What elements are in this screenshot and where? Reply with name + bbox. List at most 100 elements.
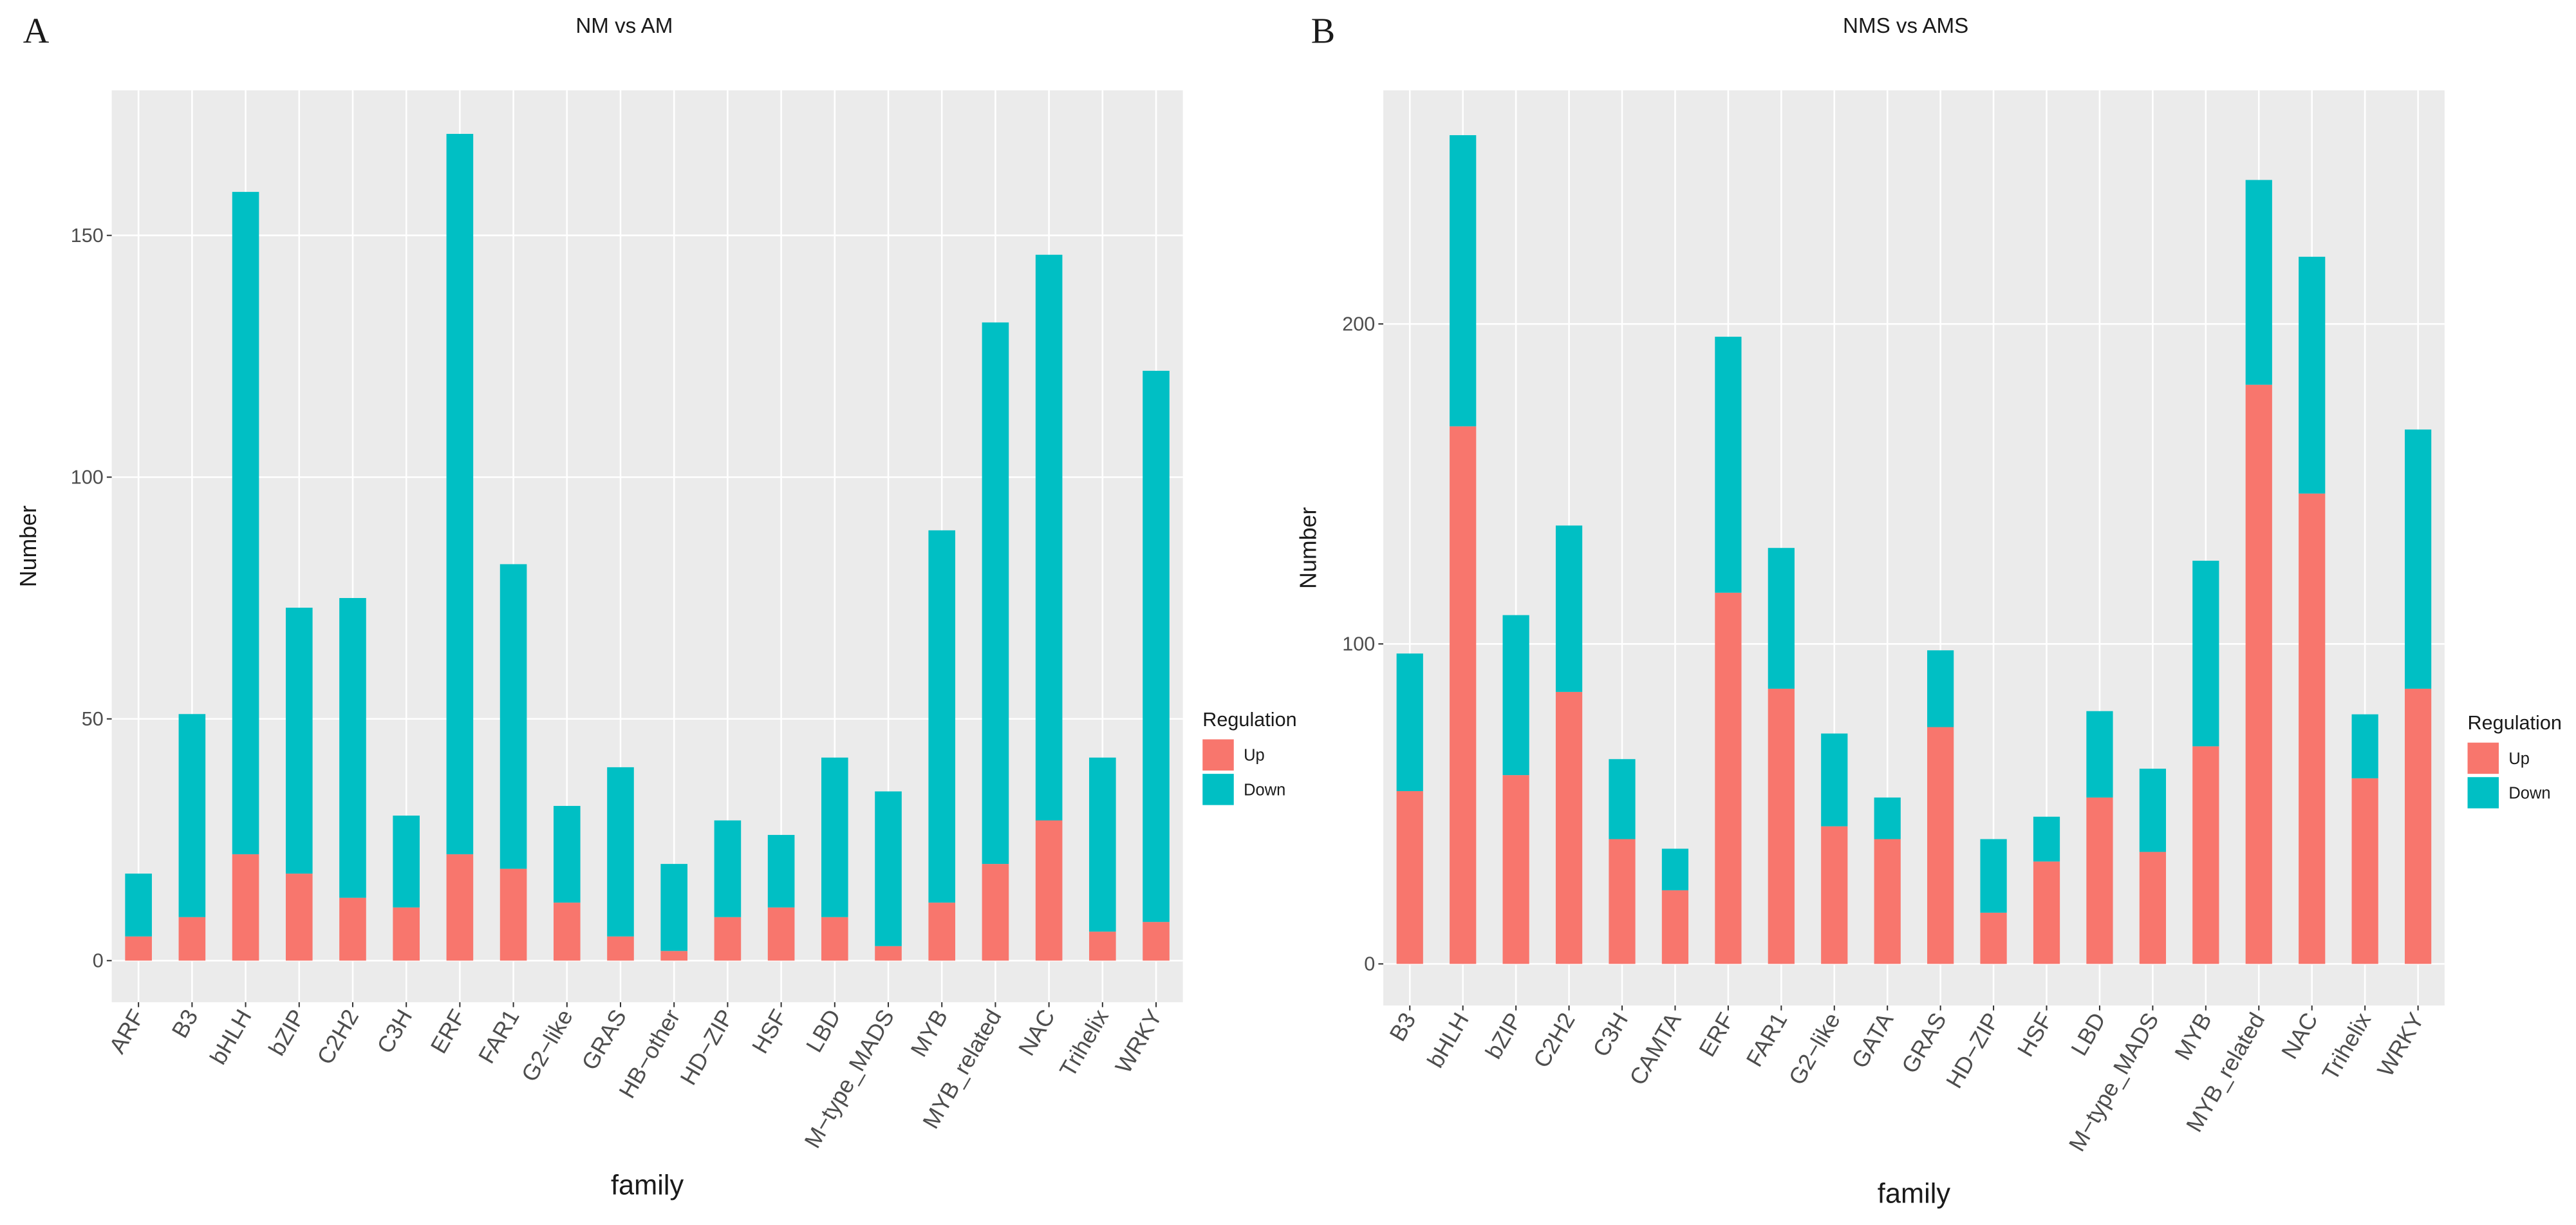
x-tick-label: B3: [167, 1005, 203, 1042]
plot-background: [1383, 90, 2445, 1006]
bar-segment: [875, 791, 902, 946]
y-tick-label: 200: [1342, 313, 1375, 335]
y-tick-label: 100: [71, 466, 104, 488]
bar-segment: [1821, 826, 1848, 964]
bar-segment: [553, 902, 581, 961]
bar-segment: [607, 936, 634, 961]
bar-segment: [982, 322, 1009, 865]
y-axis-title: Number: [15, 505, 41, 587]
x-tick-label: NAC: [1013, 1005, 1059, 1060]
panel-label: A: [23, 11, 50, 51]
bar-segment: [1143, 371, 1170, 922]
x-tick-label: C2H2: [1528, 1008, 1580, 1072]
bar-segment: [2139, 769, 2167, 852]
bar-segment: [660, 951, 688, 961]
chart-title: NM vs AM: [575, 14, 673, 38]
legend-key: [2467, 742, 2499, 774]
x-tick-label: bHLH: [1423, 1008, 1474, 1072]
bar-segment: [178, 714, 206, 917]
bar-segment: [285, 608, 313, 874]
bar-segment: [1768, 548, 1795, 689]
bar-segment: [928, 902, 956, 961]
x-tick-label: MYB: [906, 1005, 953, 1061]
x-tick-label: C2H2: [312, 1005, 364, 1069]
y-tick-label: 0: [93, 950, 104, 972]
x-tick-label: C3H: [372, 1005, 417, 1058]
bar-segment: [1396, 790, 1423, 964]
x-tick-label: bHLH: [205, 1005, 256, 1069]
bar-segment: [1715, 592, 1742, 964]
x-tick-label: C3H: [1588, 1008, 1633, 1061]
plot-background: [111, 90, 1183, 1002]
bar-segment: [2404, 688, 2432, 964]
y-axis-title: Number: [1295, 507, 1321, 589]
x-tick-label: HSF: [747, 1005, 792, 1058]
chart-title: NMS vs AMS: [1843, 14, 1968, 38]
x-tick-label: GRAS: [577, 1005, 631, 1074]
x-tick-label: B3: [1385, 1008, 1421, 1045]
bar-segment: [1715, 337, 1742, 593]
bar-segment: [285, 874, 313, 961]
bar-segment: [1555, 525, 1583, 692]
bar-segment: [1609, 839, 1636, 964]
y-tick-label: 0: [1364, 953, 1375, 975]
legend-key: [2467, 777, 2499, 809]
x-tick-label: FAR1: [1741, 1008, 1792, 1071]
bar-segment: [767, 835, 795, 908]
bar-segment: [2351, 778, 2378, 964]
bar-segment: [1555, 691, 1583, 964]
bar-segment: [393, 815, 420, 908]
bar-segment: [553, 805, 581, 903]
bar-segment: [821, 757, 848, 917]
y-tick-label: 100: [1342, 633, 1375, 655]
x-tick-label: WRKY: [2373, 1008, 2429, 1081]
bar-segment: [1502, 615, 1529, 776]
bar-segment: [1035, 254, 1063, 821]
x-tick-label: NAC: [2277, 1008, 2323, 1063]
bar-segment: [178, 917, 206, 961]
bar-segment: [714, 820, 742, 917]
bar-segment: [1089, 931, 1116, 961]
x-tick-label: G2−like: [1784, 1008, 1845, 1089]
bar-segment: [2086, 797, 2113, 964]
bar-segment: [2033, 816, 2060, 862]
bar-segment: [821, 917, 848, 961]
bar-segment: [1980, 912, 2007, 964]
bar-segment: [1821, 733, 1848, 827]
bar-segment: [767, 907, 795, 961]
bar-segment: [2139, 852, 2167, 964]
x-tick-label: GRAS: [1897, 1008, 1952, 1078]
bar-segment: [2245, 384, 2272, 964]
y-tick-label: 150: [71, 225, 104, 247]
bar-segment: [339, 897, 366, 961]
x-tick-label: bZIP: [264, 1005, 310, 1060]
bar-segment: [125, 874, 152, 937]
bar-segment: [2192, 561, 2219, 747]
bar-segment: [1035, 820, 1063, 961]
bar-segment: [499, 564, 527, 869]
bar-segment: [2086, 711, 2113, 798]
x-tick-label: Trihelix: [1054, 1005, 1114, 1081]
bar-segment: [1874, 839, 1901, 964]
bar-segment: [1502, 775, 1529, 964]
legend-label: Up: [1244, 747, 1265, 765]
bar-segment: [2299, 256, 2326, 494]
y-tick-label: 50: [82, 708, 104, 730]
x-tick-label: ARF: [104, 1005, 149, 1058]
x-tick-label: Trihelix: [2317, 1008, 2376, 1085]
bar-segment: [607, 767, 634, 937]
bar-segment: [928, 530, 956, 903]
bar-segment: [339, 598, 366, 898]
bar-segment: [446, 133, 474, 855]
x-tick-label: GATA: [1847, 1008, 1899, 1072]
x-tick-label: G2−like: [516, 1005, 578, 1086]
legend-key: [1202, 774, 1234, 805]
x-tick-label: LBD: [2066, 1008, 2111, 1060]
bar-segment: [714, 917, 742, 961]
legend-label: Up: [2508, 750, 2530, 768]
x-tick-label: MYB: [2170, 1008, 2217, 1064]
bar-segment: [393, 907, 420, 961]
bar-segment: [1609, 759, 1636, 839]
bar-segment: [1927, 727, 1954, 964]
